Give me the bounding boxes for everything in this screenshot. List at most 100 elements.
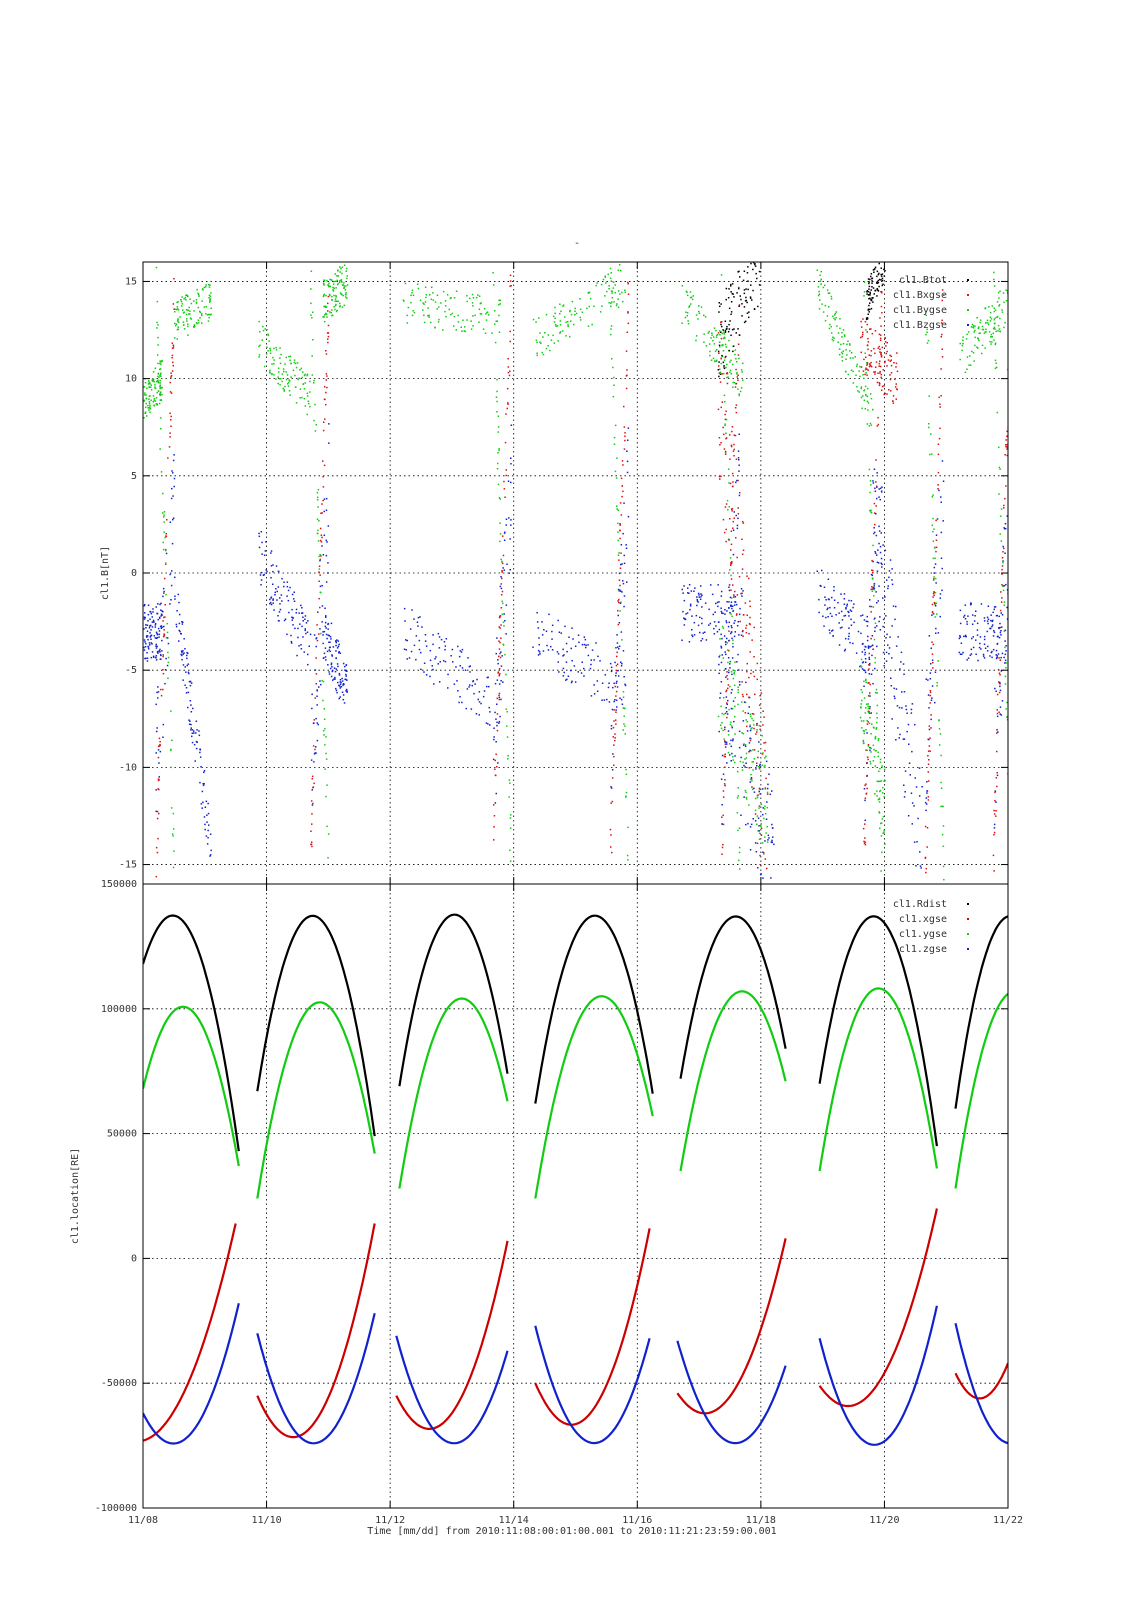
data-point xyxy=(732,350,734,353)
data-point xyxy=(325,554,328,557)
data-point xyxy=(623,723,625,725)
data-point xyxy=(159,750,162,753)
data-point xyxy=(200,803,203,805)
data-point xyxy=(692,635,694,638)
data-point xyxy=(205,306,208,308)
data-point xyxy=(159,648,161,651)
data-point xyxy=(444,645,447,647)
data-point xyxy=(942,865,945,868)
data-point xyxy=(723,365,725,367)
data-point xyxy=(686,612,689,614)
data-point xyxy=(618,590,620,592)
data-point xyxy=(745,627,747,629)
data-point xyxy=(310,830,312,832)
data-point xyxy=(301,612,304,614)
data-point xyxy=(933,528,935,530)
data-point xyxy=(1005,583,1007,586)
data-point xyxy=(879,382,881,385)
data-point xyxy=(868,645,870,648)
data-point xyxy=(409,628,412,630)
data-point xyxy=(866,318,869,320)
data-point xyxy=(840,593,842,595)
data-point xyxy=(726,373,729,375)
data-point xyxy=(869,692,871,694)
data-point xyxy=(998,672,1001,674)
data-point xyxy=(1001,584,1003,586)
data-point xyxy=(278,378,281,380)
data-point xyxy=(738,270,740,273)
data-point xyxy=(757,256,759,258)
data-point xyxy=(729,557,732,559)
data-point xyxy=(874,371,876,373)
data-point xyxy=(624,733,626,735)
data-point xyxy=(552,315,555,318)
data-point xyxy=(704,602,707,604)
data-point xyxy=(742,590,744,592)
data-point xyxy=(738,433,740,435)
data-point xyxy=(283,370,285,373)
data-point xyxy=(745,798,748,800)
data-point xyxy=(535,321,537,323)
data-point xyxy=(318,555,320,558)
data-point xyxy=(873,727,875,729)
legend-marker xyxy=(967,324,969,326)
data-point xyxy=(759,873,762,876)
data-point xyxy=(932,540,935,542)
data-point xyxy=(613,720,615,722)
data-point xyxy=(877,798,880,801)
data-point xyxy=(411,314,414,317)
data-point xyxy=(428,316,430,318)
data-point xyxy=(926,331,928,333)
data-point xyxy=(258,320,260,323)
data-point xyxy=(753,252,755,254)
data-point xyxy=(735,411,738,414)
data-point xyxy=(609,267,612,270)
data-point xyxy=(880,373,883,376)
data-point xyxy=(822,311,825,313)
data-point xyxy=(301,396,303,399)
data-point xyxy=(737,517,739,520)
data-point xyxy=(323,294,325,297)
data-point xyxy=(160,363,162,366)
data-point xyxy=(290,376,292,378)
data-point xyxy=(468,665,471,668)
data-point xyxy=(973,331,975,333)
data-point xyxy=(861,651,864,653)
data-point xyxy=(334,670,337,673)
data-point xyxy=(735,614,738,616)
data-point xyxy=(881,291,883,293)
data-point xyxy=(986,616,989,619)
data-point xyxy=(747,266,749,268)
data-point xyxy=(209,298,212,300)
data-point xyxy=(145,394,147,396)
data-point xyxy=(145,627,147,629)
data-point xyxy=(418,639,421,642)
data-point xyxy=(269,369,271,372)
data-point xyxy=(153,635,156,637)
data-point xyxy=(998,328,1001,330)
data-point xyxy=(268,340,270,342)
data-point xyxy=(689,605,692,607)
data-point xyxy=(155,643,157,646)
data-point xyxy=(1010,323,1012,325)
data-point xyxy=(728,589,731,592)
data-point xyxy=(730,589,732,591)
data-point xyxy=(296,362,299,364)
data-point xyxy=(507,403,509,405)
data-point xyxy=(583,675,585,677)
data-point xyxy=(758,805,761,807)
data-point xyxy=(327,572,329,574)
data-point xyxy=(319,591,322,593)
data-point xyxy=(329,278,331,281)
data-point xyxy=(846,354,848,356)
data-point xyxy=(880,353,882,356)
data-point xyxy=(992,332,994,335)
data-point xyxy=(749,739,752,742)
data-point xyxy=(561,330,564,332)
data-point xyxy=(742,629,744,632)
data-point xyxy=(749,623,751,626)
data-point xyxy=(715,336,718,339)
data-point xyxy=(911,703,914,705)
data-point xyxy=(209,284,211,286)
data-point xyxy=(341,691,344,693)
